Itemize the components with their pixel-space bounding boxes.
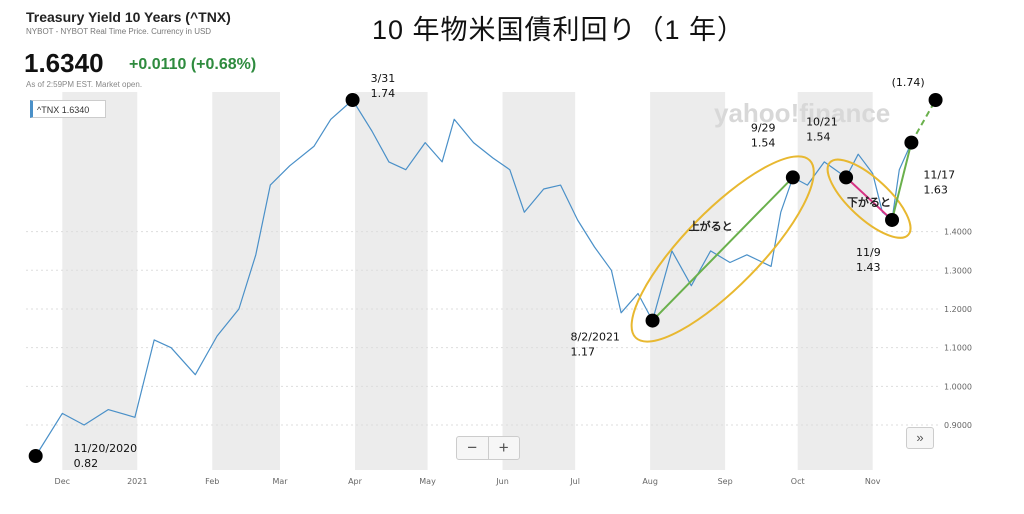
trend-label: 上がると (689, 219, 733, 233)
x-tick-label: Dec (55, 477, 70, 486)
x-tick-label: Nov (865, 477, 881, 486)
zoom-controls: − + (456, 436, 520, 460)
annotation-date-label: 8/2/2021 (571, 331, 620, 344)
series-line-tnx (35, 99, 912, 457)
downtrend-ellipse (826, 158, 912, 239)
month-band (354, 92, 428, 470)
trend-label: 下がると (847, 195, 891, 209)
month-band (62, 92, 138, 470)
x-tick-label: Aug (642, 477, 658, 486)
rebound-line (891, 142, 913, 221)
y-tick-label: 1.1000 (944, 344, 972, 353)
uptrend-ellipse (630, 155, 815, 343)
ticker-title: Treasury Yield 10 Years (^TNX) (26, 9, 231, 25)
annotation-value-label: 1.54 (806, 130, 831, 143)
y-tick-label: 1.4000 (944, 228, 972, 237)
projection-label: (1.74) (892, 76, 925, 89)
as-of-timestamp: As of 2:59PM EST. Market open. (26, 80, 143, 89)
y-tick-label: 1.3000 (944, 266, 972, 275)
yahoo-finance-watermark: yahoo!finance (714, 98, 890, 128)
annotation-value-label: 0.82 (74, 457, 99, 470)
annotation-marker (645, 313, 660, 328)
x-tick-label: Mar (272, 477, 288, 486)
y-tick-label: 1.0000 (944, 382, 972, 391)
x-tick-label: Jun (495, 477, 509, 486)
annotation-marker (28, 449, 43, 463)
price-change: +0.0110 (+0.68%) (129, 56, 257, 73)
annotation-marker (904, 135, 919, 150)
uptrend-line (651, 176, 794, 322)
annotation-date-label: 10/21 (806, 115, 838, 128)
month-band (797, 92, 873, 470)
forward-button[interactable]: » (906, 427, 934, 449)
x-tick-label: Sep (718, 477, 733, 486)
x-tick-label: May (419, 477, 436, 486)
annotation-marker (839, 170, 854, 185)
annotation-value-label: 1.63 (923, 184, 948, 197)
zoom-out-button[interactable]: − (467, 438, 478, 457)
annotation-value-label: 1.17 (571, 346, 596, 359)
annotation-date-label: 9/29 (751, 121, 776, 134)
annotation-value-label: 1.54 (751, 136, 776, 149)
annotation-value-label: 1.74 (371, 87, 396, 100)
annotation-marker (785, 170, 800, 185)
annotation-marker (345, 93, 360, 107)
current-price: 1.6340 (24, 48, 104, 78)
annotation-date-label: 11/20/2020 (74, 442, 137, 455)
x-tick-label: Apr (348, 477, 363, 486)
ticker-subtitle: NYBOT - NYBOT Real Time Price. Currency … (26, 27, 212, 36)
annotation-value-label: 1.43 (856, 261, 881, 274)
downtrend-line (845, 176, 893, 221)
projection-marker (928, 93, 943, 107)
annotation-date-label: 11/17 (923, 169, 955, 182)
y-tick-label: 0.9000 (944, 421, 972, 430)
x-tick-label: 2021 (127, 477, 147, 486)
projection-line (910, 99, 937, 144)
annotation-marker (885, 212, 900, 227)
month-band (212, 92, 281, 470)
overlay-title: 10 年物米国債利回り（1 年） (372, 15, 746, 45)
month-band (650, 92, 726, 470)
annotation-date-label: 3/31 (371, 72, 396, 85)
x-tick-label: Oct (791, 477, 805, 486)
x-tick-label: Jul (569, 477, 580, 486)
series-legend-chip[interactable]: ^TNX 1.6340 (30, 100, 106, 118)
x-tick-label: Feb (205, 477, 219, 486)
y-tick-label: 1.2000 (944, 305, 972, 314)
annotation-date-label: 11/9 (856, 246, 881, 259)
zoom-in-button[interactable]: + (487, 437, 520, 459)
month-band (502, 92, 576, 470)
